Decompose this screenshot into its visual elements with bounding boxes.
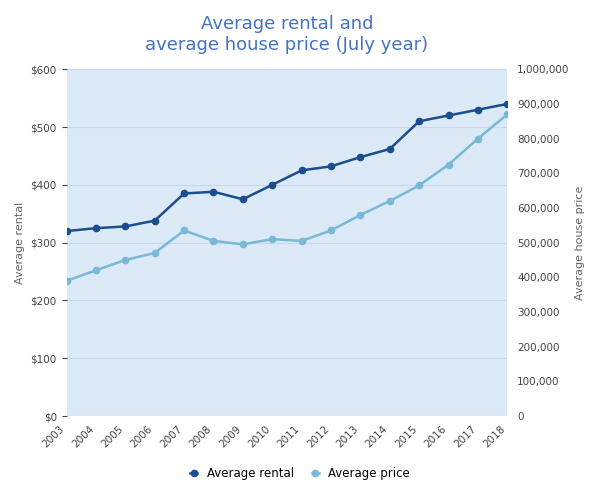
Title: Average rental and
average house price (July year): Average rental and average house price (…	[145, 15, 428, 54]
Y-axis label: Average house price: Average house price	[575, 185, 585, 300]
Y-axis label: Average rental: Average rental	[15, 202, 25, 284]
Legend: Average rental, Average price: Average rental, Average price	[184, 461, 416, 486]
